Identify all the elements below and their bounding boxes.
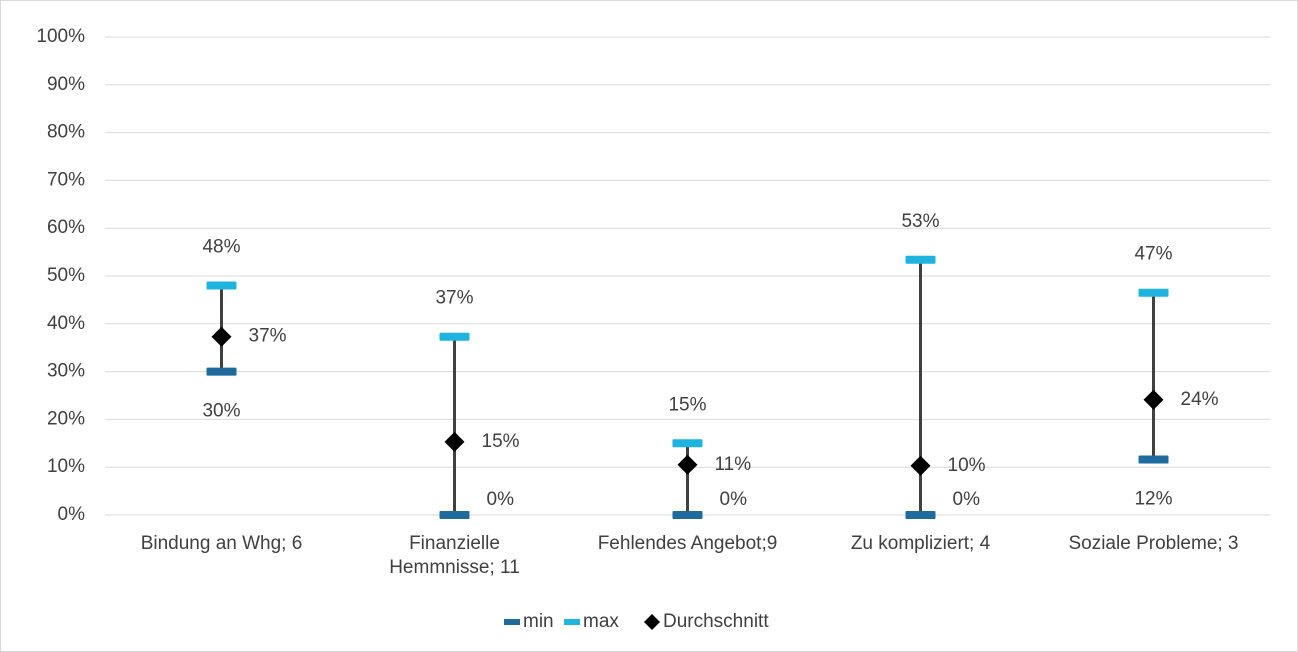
dash-marker — [905, 511, 936, 519]
diamond-marker — [910, 455, 931, 476]
dash-marker — [439, 511, 470, 519]
legend-marker — [504, 619, 520, 625]
y-tick-label: 30% — [47, 361, 85, 382]
legend-label: min — [523, 611, 554, 632]
y-tick-label: 80% — [47, 122, 85, 143]
data-label: 48% — [202, 237, 240, 258]
legend-marker — [644, 614, 660, 630]
y-tick-label: 20% — [47, 408, 85, 429]
data-label: 10% — [948, 455, 986, 476]
dash-marker — [905, 255, 936, 264]
data-label: 0% — [953, 489, 981, 510]
x-tick-label: Bindung an Whg; 6 — [140, 533, 303, 554]
diamond-marker — [677, 454, 698, 475]
data-label: 37% — [435, 288, 473, 309]
diamond-marker — [444, 431, 465, 452]
legend-label: Durchschnitt — [663, 611, 769, 632]
y-tick-label: 40% — [47, 313, 85, 334]
y-tick-label: 90% — [47, 74, 85, 95]
dash-marker — [206, 281, 237, 290]
y-tick-label: 10% — [47, 456, 85, 477]
dash-marker — [672, 439, 703, 448]
data-label: 11% — [715, 454, 752, 475]
data-label: 0% — [487, 489, 515, 510]
data-label: 0% — [720, 489, 748, 510]
dash-marker — [672, 511, 703, 519]
data-label: 12% — [1134, 489, 1172, 510]
legend-label: max — [583, 611, 619, 632]
data-label: 53% — [901, 211, 939, 232]
y-tick-label: 100% — [36, 26, 85, 47]
x-tick-label: Finanzielle Hemmnisse; 11 — [389, 533, 520, 578]
y-tick-label: 60% — [47, 217, 85, 238]
data-label: 15% — [482, 431, 520, 452]
dash-marker — [206, 367, 237, 376]
data-label: 37% — [249, 326, 287, 347]
x-tick-label: Soziale Probleme; 3 — [1068, 533, 1239, 554]
data-label: 30% — [202, 401, 240, 422]
data-label: 15% — [668, 394, 706, 415]
x-tick-label: Zu kompliziert; 4 — [850, 533, 991, 554]
diamond-marker — [211, 326, 232, 347]
legend-marker — [564, 619, 580, 625]
y-tick-label: 50% — [47, 265, 85, 286]
y-tick-label: 0% — [58, 504, 86, 525]
data-label: 47% — [1134, 244, 1172, 265]
dash-marker — [439, 332, 470, 341]
x-tick-label: Fehlendes Angebot;9 — [597, 533, 778, 554]
dash-marker — [1138, 455, 1169, 464]
data-label: 24% — [1181, 389, 1219, 410]
dash-marker — [1138, 288, 1169, 297]
y-tick-label: 70% — [47, 169, 85, 190]
diamond-marker — [1143, 389, 1164, 410]
